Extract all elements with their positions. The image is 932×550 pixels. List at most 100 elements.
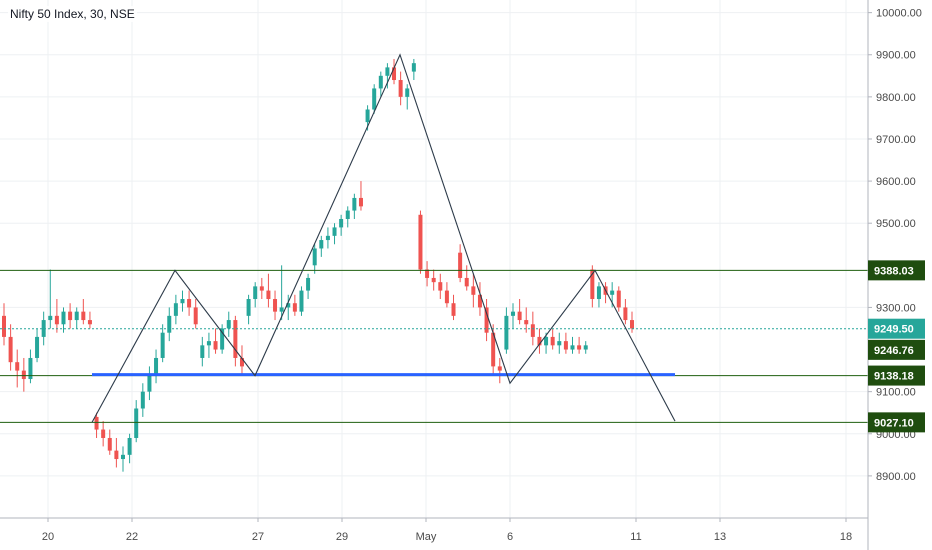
price-label-text: 9249.50 (874, 324, 914, 336)
candle-body (299, 290, 304, 312)
candle-body (570, 345, 575, 350)
candle-body (259, 286, 264, 291)
time-tick-label: 20 (42, 531, 54, 543)
candle-body (464, 277, 469, 287)
price-tick-label: 9300.00 (876, 302, 916, 314)
candle-body (471, 286, 476, 295)
candle-body (411, 63, 416, 72)
price-label-text: 9138.18 (874, 371, 914, 383)
candle-body (358, 197, 363, 207)
candle-body (87, 320, 92, 325)
candle-body (458, 252, 463, 278)
candle-body (511, 311, 516, 316)
candle-body (41, 320, 46, 337)
price-label-text: 9388.03 (874, 265, 914, 277)
candle-body (266, 290, 271, 300)
candle-body (61, 311, 66, 325)
candle-body (339, 218, 344, 228)
chart-title: Nifty 50 Index, 30, NSE (8, 6, 137, 22)
price-tick-label: 8900.00 (876, 471, 916, 483)
candle-body (312, 248, 317, 266)
price-tick-label: 9800.00 (876, 92, 916, 104)
candle-body (544, 336, 549, 346)
candle-body (623, 307, 628, 321)
candle-body (345, 210, 350, 219)
price-label-text: 9246.76 (874, 345, 914, 357)
candle-body (325, 235, 330, 241)
candle-body (431, 277, 436, 283)
candle-body (425, 269, 430, 278)
candle-body (504, 315, 509, 350)
candle-body (491, 332, 496, 367)
price-tick-label: 9500.00 (876, 218, 916, 230)
price-tick-label: 9100.00 (876, 387, 916, 399)
candle-body (451, 303, 456, 316)
candle-body (610, 290, 615, 295)
candle-body (213, 341, 218, 350)
price-label-box (868, 365, 925, 386)
candle-body (74, 311, 79, 321)
candle-body (557, 341, 562, 346)
candle-body (114, 450, 119, 460)
candle-body (8, 336, 13, 363)
candle-body (577, 345, 582, 350)
price-label-box (868, 260, 925, 281)
candle-body (365, 109, 370, 123)
candle-body (378, 75, 383, 89)
time-tick-label: 29 (336, 531, 348, 543)
time-tick-label: 11 (630, 531, 641, 543)
price-tick-label: 9700.00 (876, 134, 916, 146)
candle-body (438, 282, 443, 291)
candle-body (187, 299, 192, 308)
candle-body (120, 454, 125, 460)
candle-body (160, 332, 165, 358)
candle-body (246, 299, 251, 316)
candle-body (21, 370, 26, 380)
price-label-box (868, 412, 925, 433)
candle-body (372, 88, 377, 110)
candle-body (524, 320, 529, 325)
candle-body (147, 374, 152, 392)
candle-body (134, 408, 139, 438)
price-label-box (868, 339, 925, 360)
candle-body (405, 88, 410, 97)
candle-body (220, 328, 225, 350)
candle-body (239, 357, 244, 367)
candle-body (233, 320, 238, 358)
candle-body (68, 311, 73, 321)
candle-body (28, 357, 33, 380)
candle-body (226, 320, 231, 329)
time-tick-label: May (416, 531, 437, 543)
candle-body (385, 67, 390, 76)
candle-body (319, 240, 324, 249)
time-tick-label: 18 (840, 531, 852, 543)
candle-body (630, 320, 634, 329)
candle-body (590, 269, 595, 300)
candle-body (140, 391, 145, 409)
time-tick-label: 22 (126, 531, 138, 543)
price-tick-label: 10000.00 (876, 8, 922, 20)
candle-body (332, 227, 337, 236)
candle-body (477, 294, 482, 308)
candle-body (167, 315, 172, 333)
price-label-text: 9027.10 (874, 417, 914, 429)
candle-body (392, 67, 397, 81)
candle-body (596, 286, 601, 300)
candle-body (200, 345, 205, 358)
candle-body (497, 366, 502, 371)
candle-body (583, 345, 588, 350)
candle-body (101, 429, 106, 438)
candle-body (127, 437, 132, 455)
candle-body (306, 277, 311, 291)
candle-body (81, 311, 86, 321)
price-tick-label: 9600.00 (876, 176, 916, 188)
time-tick-label: 6 (507, 531, 513, 543)
candle-body (550, 336, 555, 346)
time-tick-label: 13 (714, 531, 726, 543)
time-tick-label: 27 (252, 531, 264, 543)
candle-body (253, 286, 258, 300)
candle-body (35, 336, 40, 358)
candle-body (398, 80, 403, 97)
